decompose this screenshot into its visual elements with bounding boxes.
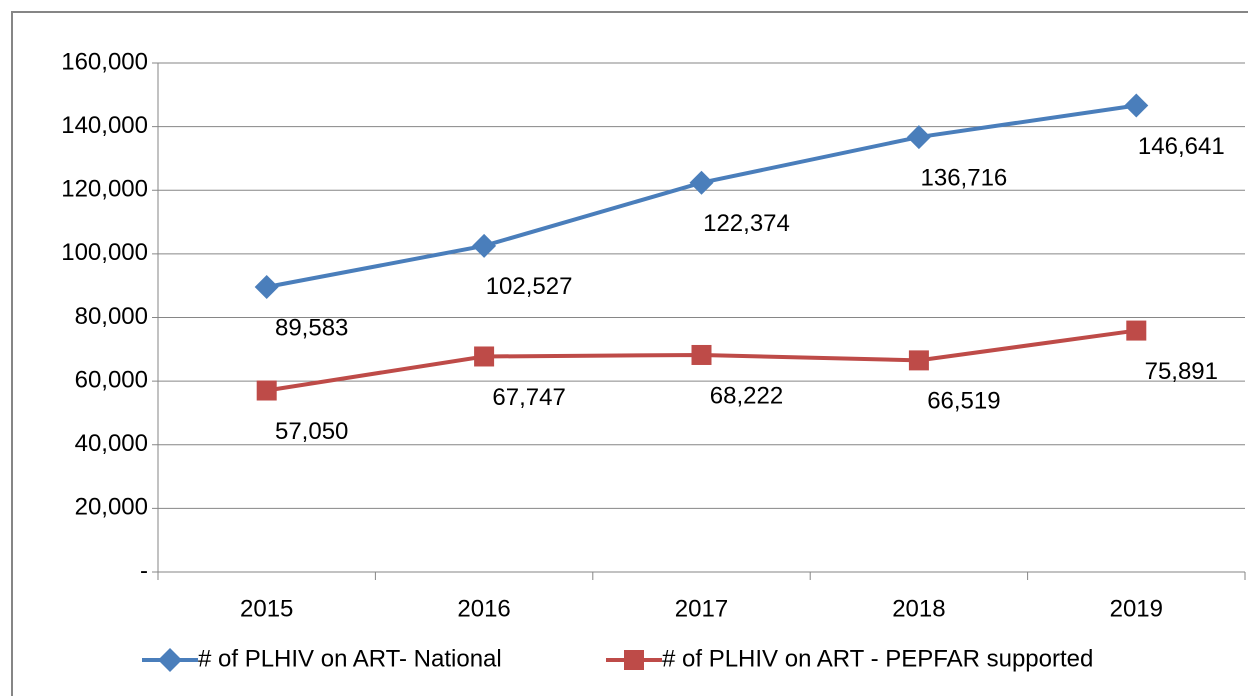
y-tick-label: 40,000 [75, 430, 148, 457]
legend-marker [624, 650, 644, 670]
data-point [474, 346, 495, 367]
y-tick-label: 140,000 [61, 112, 148, 139]
data-point [689, 170, 714, 195]
legend-label: # of PLHIV on ART - PEPFAR supported [662, 645, 1093, 672]
legend-marker [158, 648, 182, 672]
data-point [1126, 320, 1147, 341]
data-point [256, 380, 277, 401]
data-point [906, 125, 931, 150]
data-point [908, 350, 929, 371]
data-point [472, 233, 497, 258]
data-label: 122,374 [703, 210, 790, 237]
data-point [254, 275, 279, 300]
data-point [691, 344, 712, 365]
data-label: 102,527 [486, 273, 573, 300]
data-label: 136,716 [921, 164, 1008, 191]
x-tick-label: 2017 [675, 595, 728, 622]
y-tick-label: 160,000 [61, 48, 148, 75]
y-tick-label: 120,000 [61, 176, 148, 203]
data-point [1124, 93, 1149, 118]
legend-label: # of PLHIV on ART- National [198, 645, 502, 672]
data-label: 57,050 [275, 418, 348, 445]
y-tick-label: 80,000 [75, 303, 148, 330]
x-tick-label: 2018 [892, 595, 945, 622]
x-tick-label: 2016 [457, 595, 510, 622]
data-label: 67,747 [492, 384, 565, 411]
y-tick-label: 60,000 [75, 366, 148, 393]
x-tick-label: 2015 [240, 595, 293, 622]
y-tick-label: 100,000 [61, 239, 148, 266]
x-tick-label: 2019 [1110, 595, 1163, 622]
data-label: 146,641 [1138, 133, 1225, 160]
y-tick-label: 20,000 [75, 494, 148, 521]
y-tick-label: - [140, 557, 148, 584]
data-label: 66,519 [927, 388, 1000, 415]
data-label: 68,222 [710, 382, 783, 409]
data-label: 89,583 [275, 314, 348, 341]
data-label: 75,891 [1145, 358, 1218, 385]
